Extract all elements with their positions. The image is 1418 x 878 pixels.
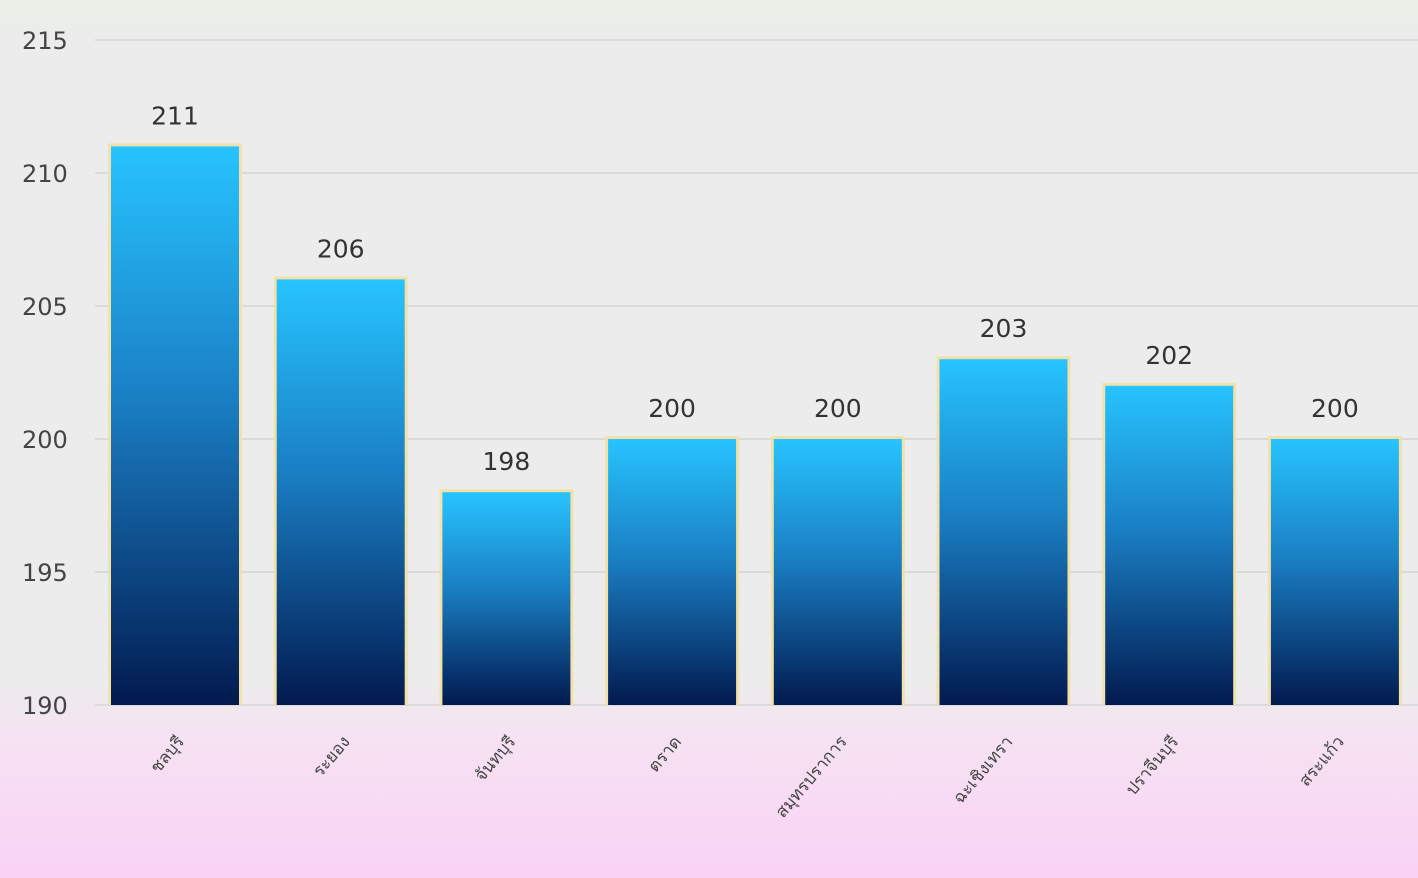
x-axis-categories: ชลบุรี ระยอง จันทบุรี ตราด สมุทรปราการ ฉะเชิง… xyxy=(147,732,1349,822)
data-label: 200 xyxy=(648,394,696,423)
data-label: 200 xyxy=(814,394,862,423)
data-label: 203 xyxy=(980,314,1028,343)
category-label: สระแก้ว xyxy=(1295,732,1349,790)
bars xyxy=(108,143,1402,705)
y-tick-label: 190 xyxy=(22,692,68,720)
category-label: ชลบุรี xyxy=(147,732,189,777)
y-tick-label: 205 xyxy=(22,293,68,321)
y-tick-label: 215 xyxy=(22,27,68,55)
y-tick-label: 195 xyxy=(22,559,68,587)
bar xyxy=(608,439,737,705)
data-labels: 211 206 198 200 200 203 202 200 xyxy=(151,101,1359,476)
bar xyxy=(442,492,571,705)
data-label: 202 xyxy=(1145,341,1193,370)
data-label: 206 xyxy=(317,234,365,263)
category-label: ระยอง xyxy=(309,732,354,781)
category-label: สมุทรปราการ xyxy=(772,732,852,822)
y-axis-ticks: 190 195 200 205 210 215 xyxy=(22,27,68,720)
y-tick-label: 210 xyxy=(22,160,68,188)
category-label: ปราจีนบุรี xyxy=(1122,732,1183,799)
bar xyxy=(773,439,902,705)
bar xyxy=(1270,439,1399,705)
bar xyxy=(111,146,239,705)
bar xyxy=(276,279,405,705)
bar xyxy=(1105,385,1234,705)
category-label: ฉะเชิงเทรา xyxy=(949,732,1017,808)
category-label: ตราด xyxy=(644,732,686,776)
data-label: 198 xyxy=(483,447,531,476)
data-label: 211 xyxy=(151,101,199,130)
data-label: 200 xyxy=(1311,394,1359,423)
bar xyxy=(939,359,1068,705)
y-tick-label: 200 xyxy=(22,426,68,454)
category-label: จันทบุรี xyxy=(471,732,520,785)
